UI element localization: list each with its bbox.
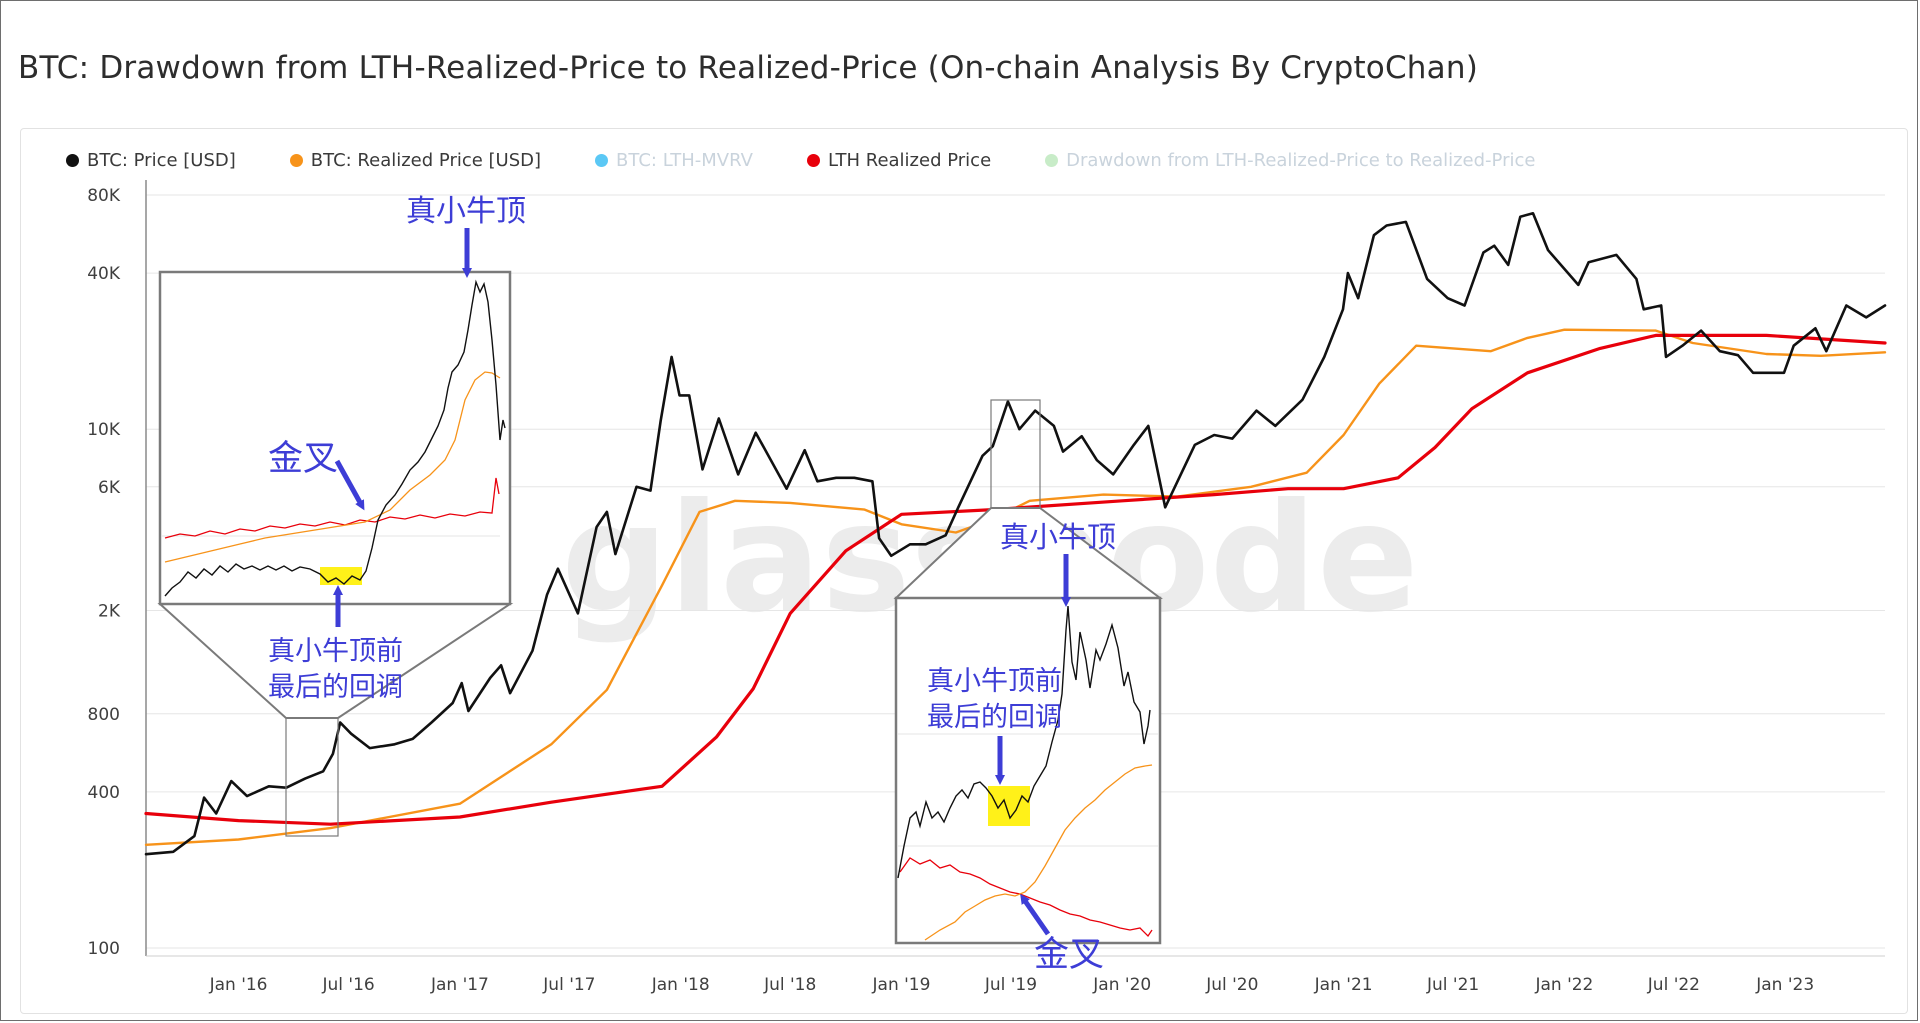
inset-left-frame [158, 270, 512, 606]
inset-right-highlight [988, 786, 1030, 826]
y-tick-label: 2K [98, 602, 121, 622]
x-tick-label: Jul '21 [1426, 975, 1479, 995]
arrow-cross-right [1020, 893, 1051, 936]
inset-right-frame [894, 596, 1162, 945]
label-cross-left: 金叉 [268, 439, 338, 479]
series-line-1 [144, 328, 1887, 846]
y-tick-label: 6K [98, 478, 121, 498]
x-tick-label: Jul '20 [1205, 975, 1258, 995]
y-tick-label: 800 [88, 705, 120, 725]
legend-dot-realized-price [289, 154, 303, 167]
legend-item-lth-mvrv[interactable]: BTC: LTH-MVRV [595, 150, 753, 171]
label-top-left: 真小牛顶 [406, 194, 526, 229]
chart-card [20, 128, 1908, 1014]
y-tick-label: 80K [87, 186, 121, 206]
series-line-0 [144, 212, 1887, 856]
x-tick-label: Jan '17 [430, 975, 489, 995]
inset-right [893, 507, 1163, 945]
y-axis-ticks: 100 400 800 2K 6K 10K 40K 80K [87, 186, 121, 959]
legend-dot-lth-mvrv [595, 154, 609, 167]
label-pullback-right-line2: 最后的回调 [927, 702, 1062, 733]
page-title: BTC: Drawdown from LTH-Realized-Price to… [18, 50, 1478, 86]
series-group [144, 212, 1887, 856]
inset-left-price-line [164, 279, 506, 597]
x-tick-label: Jan '18 [651, 975, 710, 995]
legend-dot-lth-realized-price [806, 154, 820, 167]
x-tick-label: Jan '16 [209, 975, 268, 995]
y-tick-label: 100 [88, 939, 120, 959]
inset-left [157, 270, 514, 719]
inset-right-realized-line [924, 764, 1153, 941]
inset-right-lth-line [899, 857, 1153, 938]
legend-item-lth-realized-price[interactable]: LTH Realized Price [806, 150, 992, 171]
x-axis-ticks: Jan '16 Jul '16 Jan '17 Jul '17 Jan '18 Jul '… [209, 975, 1815, 995]
x-tick-label: Jan '21 [1314, 975, 1373, 995]
label-pullback-left-line2: 最后的回调 [268, 672, 403, 703]
label-pullback-right-line1: 真小牛顶前 [927, 666, 1062, 697]
legend-item-price[interactable]: BTC: Price [USD] [66, 150, 236, 171]
label-top-right: 真小牛顶 [1000, 520, 1116, 554]
inset-left-realized-line [164, 371, 501, 563]
legend-label-realized-price: BTC: Realized Price [USD] [310, 150, 542, 171]
x-tick-label: Jan '19 [872, 975, 931, 995]
x-tick-label: Jan '22 [1534, 975, 1593, 995]
legend-item-realized-price[interactable]: BTC: Realized Price [USD] [289, 150, 542, 171]
y-tick-label: 40K [87, 264, 121, 284]
x-tick-label: Jul '19 [984, 975, 1037, 995]
x-tick-label: Jul '17 [542, 975, 595, 995]
arrow-cross-left [334, 459, 365, 511]
legend-item-drawdown[interactable]: Drawdown from LTH-Realized-Price to Real… [1045, 150, 1535, 171]
legend-label-lth-mvrv: BTC: LTH-MVRV [616, 150, 753, 171]
legend-dot-drawdown [1045, 154, 1059, 167]
x-tick-label: Jan '23 [1755, 975, 1814, 995]
annotations: 真小牛顶 金叉 真小牛顶前 最后的回调 真小牛顶 真小牛顶前 最后的回调 金叉 [268, 194, 1116, 975]
legend-label-drawdown: Drawdown from LTH-Realized-Price to Real… [1066, 150, 1536, 171]
inset-right-price-line [897, 605, 1151, 879]
legend-dot-price [66, 154, 79, 167]
legend-label-lth-realized-price: LTH Realized Price [827, 150, 992, 171]
label-pullback-left-line1: 真小牛顶前 [268, 636, 403, 667]
y-tick-label: 10K [87, 420, 121, 440]
x-tick-label: Jul '22 [1647, 975, 1700, 995]
x-tick-label: Jul '18 [763, 975, 816, 995]
legend-label-price: BTC: Price [USD] [87, 150, 236, 171]
y-tick-label: 400 [88, 783, 120, 803]
x-tick-label: Jan '20 [1092, 975, 1151, 995]
x-tick-label: Jul '16 [322, 975, 375, 995]
chart-legend: BTC: Price [USD] BTC: Realized Price [US… [66, 150, 1535, 171]
series-line-2 [144, 333, 1887, 826]
label-cross-right: 金叉 [1034, 935, 1104, 975]
